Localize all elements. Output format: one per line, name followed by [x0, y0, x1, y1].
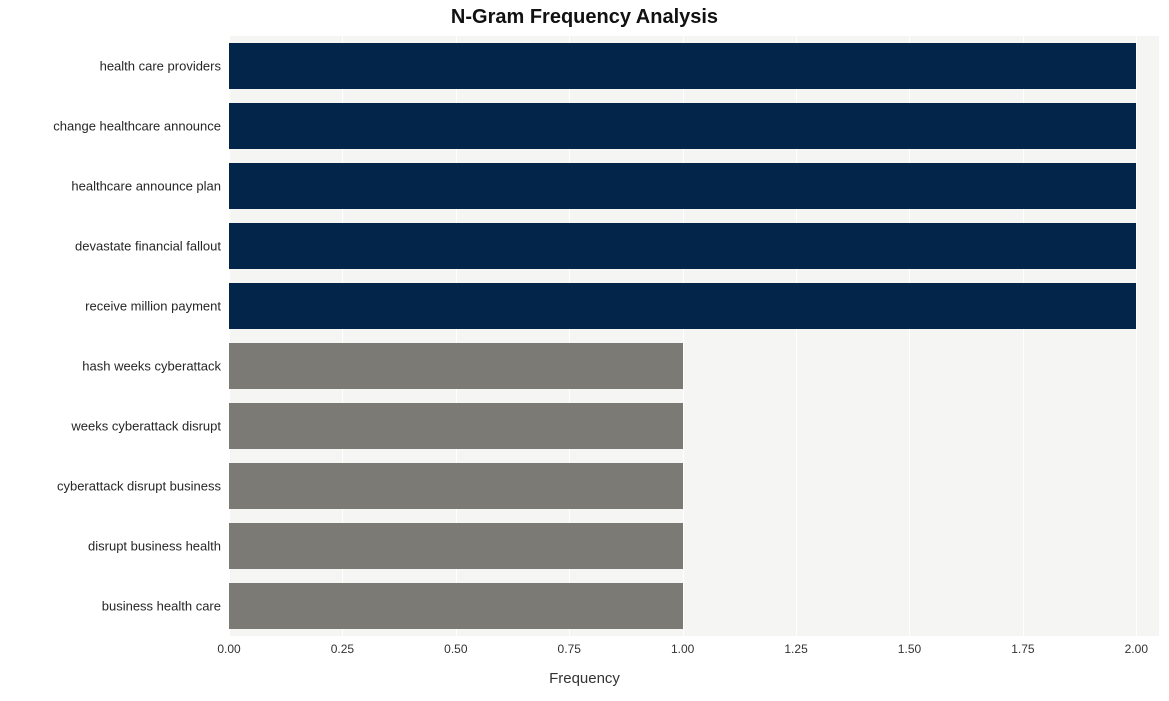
- bar: [229, 163, 1136, 209]
- y-tick-label: business health care: [102, 599, 221, 614]
- bar: [229, 43, 1136, 89]
- x-tick-label: 1.25: [784, 642, 807, 656]
- bar: [229, 223, 1136, 269]
- bar: [229, 583, 683, 629]
- y-tick-label: hash weeks cyberattack: [82, 359, 221, 374]
- x-tick-label: 2.00: [1125, 642, 1148, 656]
- grid-line: [1136, 36, 1137, 636]
- x-tick-label: 1.50: [898, 642, 921, 656]
- bar: [229, 343, 683, 389]
- plot-area: [229, 36, 1159, 636]
- y-tick-label: healthcare announce plan: [71, 179, 221, 194]
- x-tick-label: 1.00: [671, 642, 694, 656]
- x-tick-label: 0.75: [558, 642, 581, 656]
- y-tick-label: change healthcare announce: [53, 119, 221, 134]
- x-tick-label: 0.25: [331, 642, 354, 656]
- y-tick-label: health care providers: [100, 59, 221, 74]
- y-tick-label: cyberattack disrupt business: [57, 479, 221, 494]
- y-tick-label: disrupt business health: [88, 539, 221, 554]
- chart-title: N-Gram Frequency Analysis: [0, 6, 1169, 29]
- x-tick-label: 1.75: [1011, 642, 1034, 656]
- x-tick-label: 0.50: [444, 642, 467, 656]
- y-tick-label: weeks cyberattack disrupt: [71, 419, 221, 434]
- bar: [229, 103, 1136, 149]
- y-tick-label: devastate financial fallout: [75, 239, 221, 254]
- x-axis-label: Frequency: [0, 670, 1169, 687]
- bar: [229, 463, 683, 509]
- x-tick-label: 0.00: [217, 642, 240, 656]
- y-tick-label: receive million payment: [85, 299, 221, 314]
- bar: [229, 523, 683, 569]
- bar: [229, 283, 1136, 329]
- bar: [229, 403, 683, 449]
- ngram-chart: N-Gram Frequency Analysis health care pr…: [0, 0, 1169, 701]
